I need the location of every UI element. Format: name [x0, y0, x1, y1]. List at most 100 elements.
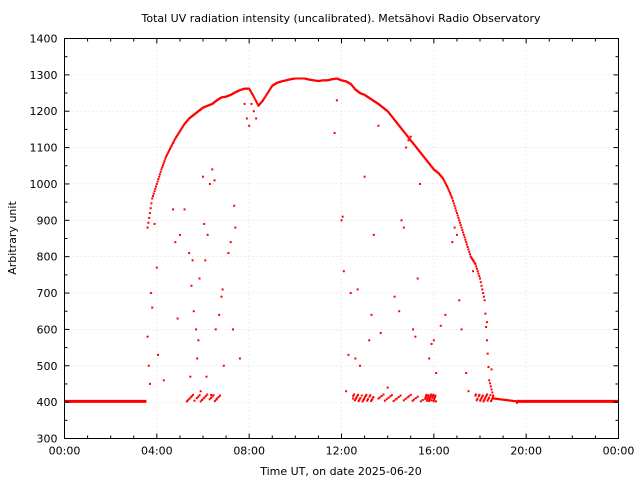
- y-axis-label: Arbitrary unit: [6, 201, 19, 275]
- scatter-point: [162, 379, 165, 382]
- envelope-point: [466, 245, 469, 248]
- envelope-point: [482, 292, 485, 295]
- envelope-point: [485, 325, 488, 328]
- envelope-point: [452, 199, 455, 202]
- envelope-point: [172, 140, 175, 143]
- envelope-point: [445, 185, 448, 188]
- envelope-point: [490, 388, 493, 391]
- scatter-point: [379, 332, 382, 335]
- x-tick-label: 20:00: [510, 445, 542, 458]
- low-cluster-point: [383, 399, 386, 402]
- envelope-point: [155, 185, 158, 188]
- scatter-point: [455, 233, 458, 236]
- envelope-point: [488, 379, 491, 382]
- envelope-point: [158, 175, 161, 178]
- low-cluster-point: [368, 395, 371, 398]
- low-cluster-point: [188, 397, 191, 400]
- scatter-point: [190, 284, 193, 287]
- envelope-point: [154, 187, 157, 190]
- low-cluster-point: [434, 400, 437, 403]
- low-cluster-point: [486, 399, 489, 402]
- y-axis: 300 400 500 600 700 800 900 1000 1100 1200 1300 140…: [30, 33, 619, 446]
- envelope-point: [175, 135, 178, 138]
- scatter-point: [416, 277, 419, 280]
- envelope-point: [255, 100, 258, 103]
- low-cluster-point: [432, 393, 435, 396]
- envelope-point: [148, 212, 151, 215]
- low-cluster-point: [430, 393, 433, 396]
- scatter-point: [195, 328, 198, 331]
- low-cluster-point: [385, 398, 388, 401]
- envelope-point: [270, 85, 273, 88]
- scatter-point: [460, 328, 463, 331]
- envelope-point: [444, 182, 447, 185]
- low-cluster-point: [424, 396, 427, 399]
- envelope-point: [181, 125, 184, 128]
- scatter-point: [214, 328, 217, 331]
- envelope-point: [447, 188, 450, 191]
- envelope-point: [263, 96, 266, 99]
- scatter-point: [199, 390, 202, 393]
- low-cluster-point: [399, 394, 402, 397]
- scatter-point: [405, 146, 408, 149]
- low-cluster-point: [487, 398, 490, 401]
- low-cluster-point: [364, 394, 367, 397]
- low-cluster-point: [419, 400, 422, 403]
- low-cluster-point: [369, 394, 372, 397]
- low-cluster-point: [479, 399, 482, 402]
- low-cluster-point: [210, 396, 213, 399]
- scatter-point: [208, 182, 211, 185]
- scatter-point: [210, 393, 213, 396]
- envelope-point: [268, 89, 271, 92]
- low-cluster-point: [402, 399, 405, 402]
- envelope-point: [486, 352, 489, 355]
- envelope-point: [252, 95, 255, 98]
- y-tick-label: 800: [37, 251, 58, 264]
- envelope-point: [268, 88, 271, 91]
- envelope-point: [173, 139, 176, 142]
- low-cluster-point: [217, 396, 220, 399]
- scatter-point: [345, 390, 348, 393]
- low-cluster-point: [362, 398, 365, 401]
- scatter-point: [147, 364, 150, 367]
- envelope-point: [162, 162, 165, 165]
- scatter-point: [333, 132, 336, 135]
- low-cluster-point: [426, 398, 429, 401]
- grid-lines: [64, 38, 619, 439]
- low-cluster-point: [480, 397, 483, 400]
- low-cluster-point: [475, 399, 478, 402]
- envelope-point: [181, 126, 184, 129]
- low-cluster-point: [377, 397, 380, 400]
- scatter-point: [490, 368, 493, 371]
- x-tick-label: 08:00: [233, 445, 265, 458]
- envelope-point: [453, 204, 456, 207]
- low-cluster-point: [431, 396, 434, 399]
- low-cluster-point: [481, 394, 484, 397]
- low-cluster-point: [356, 395, 359, 398]
- low-cluster-point: [433, 398, 436, 401]
- envelope-point: [165, 154, 168, 157]
- envelope-point: [266, 92, 269, 95]
- envelope-point: [151, 195, 154, 198]
- low-cluster-point: [433, 397, 436, 400]
- envelope-point: [253, 97, 256, 100]
- scatter-point: [342, 270, 345, 273]
- envelope-point: [251, 93, 254, 96]
- envelope-point: [170, 145, 173, 148]
- envelope-point: [462, 233, 465, 236]
- envelope-point: [451, 197, 454, 200]
- envelope-point: [256, 103, 259, 106]
- scatter-point: [243, 102, 246, 105]
- scatter-point: [148, 382, 151, 385]
- envelope-point: [458, 221, 461, 224]
- envelope-point: [152, 192, 155, 195]
- low-cluster-point: [354, 397, 357, 400]
- low-cluster-point: [411, 399, 414, 402]
- envelope-point: [182, 124, 185, 127]
- scatter-point: [238, 357, 241, 360]
- envelope-point: [179, 129, 182, 132]
- low-cluster-point: [425, 394, 428, 397]
- envelope-point: [463, 236, 466, 239]
- envelope-point: [478, 275, 481, 278]
- envelope-point: [155, 182, 158, 185]
